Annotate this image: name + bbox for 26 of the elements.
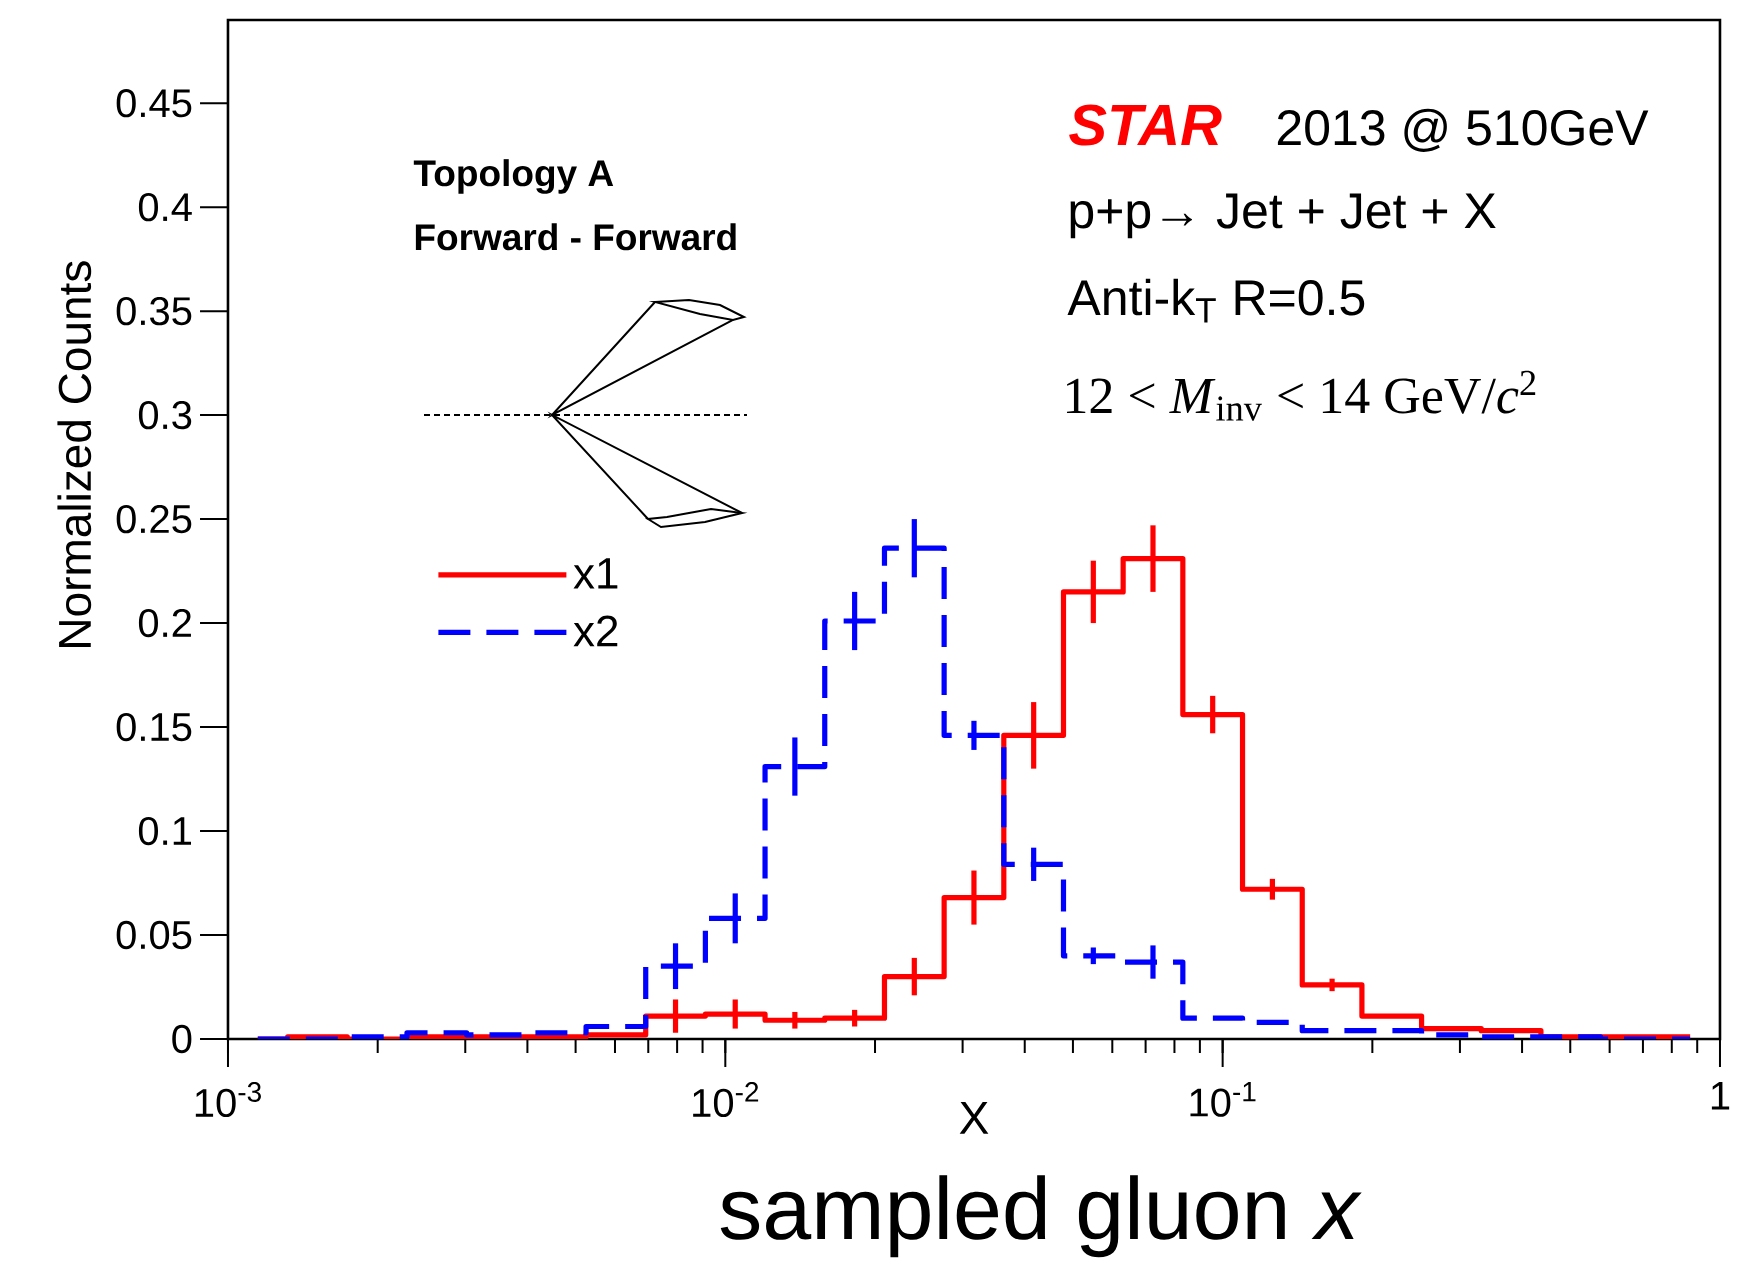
- y-tick-label: 0.4: [138, 193, 192, 222]
- y-tick-label: 0.35: [116, 296, 192, 326]
- annotation: p+p→ Jet + Jet + X: [1070, 193, 1496, 239]
- y-tick-label: 0.05: [116, 920, 192, 950]
- annotation: STAR: [1069, 104, 1222, 146]
- annotation: Topology A: [413, 159, 614, 194]
- y-tick-label: 0: [172, 1024, 192, 1054]
- x-tick-label: 10$^{-3}$: [195, 1082, 261, 1118]
- y-axis-title: Normalized Counts: [57, 261, 92, 647]
- x-axis-title: X: [959, 1102, 989, 1134]
- text: sampled gluon x: [720, 1175, 1362, 1258]
- y-tick-label: 0.25: [116, 504, 192, 534]
- annotation: Anti-k$_{T}$ R=0.5: [1067, 278, 1365, 323]
- y-tick-label: 0.15: [116, 712, 192, 742]
- y-tick-label: 0.3: [138, 400, 192, 430]
- legend-label: x2: [573, 615, 618, 647]
- legend-label: x1: [573, 558, 618, 589]
- annotation: 12 < M$_{inv}$ < 14 GeV/c$^{2}$: [1066, 370, 1536, 421]
- annotation: 2013 @ 510GeV: [1277, 108, 1649, 152]
- y-tick-label: 0.1: [138, 816, 192, 846]
- y-tick-label: 0.45: [116, 89, 192, 118]
- y-tick-label: 0.2: [138, 608, 191, 638]
- x-tick-label: 10$^{-2}$: [693, 1082, 759, 1118]
- x-tick-label: 1: [1711, 1082, 1730, 1110]
- x-tick-label: 10$^{-1}$: [1190, 1082, 1256, 1117]
- annotation: Forward - Forward: [415, 223, 736, 251]
